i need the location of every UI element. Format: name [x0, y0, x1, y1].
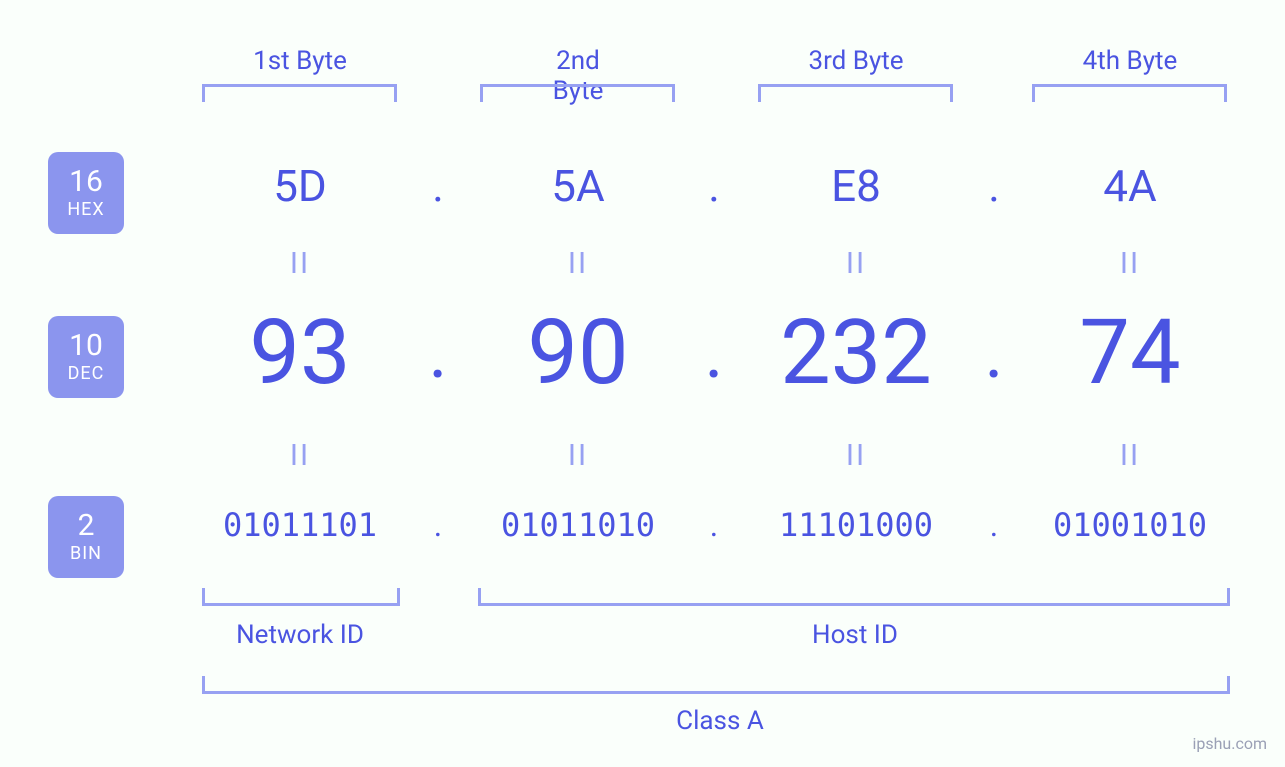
eq-2-2: II: [560, 438, 596, 473]
byte-bracket-1: [202, 84, 397, 102]
eq-1-3: II: [838, 246, 874, 281]
bin-sep-2: .: [704, 506, 724, 544]
badge-bin-lbl: BIN: [70, 545, 102, 563]
badge-dec: 10 DEC: [48, 316, 124, 398]
host-id-label: Host ID: [800, 620, 910, 650]
host-bracket: [478, 588, 1230, 606]
hex-sep-3: .: [984, 160, 1004, 212]
dec-sep-1: .: [418, 310, 458, 395]
byte-label-1: 1st Byte: [250, 46, 350, 76]
ip-breakdown-diagram: 1st Byte 2nd Byte 3rd Byte 4th Byte 16 H…: [0, 0, 1285, 767]
hex-byte-1: 5D: [250, 160, 350, 212]
byte-bracket-2: [480, 84, 675, 102]
badge-hex-num: 16: [69, 167, 103, 197]
class-bracket: [202, 676, 1230, 694]
dec-sep-2: .: [694, 310, 734, 395]
badge-hex: 16 HEX: [48, 152, 124, 234]
bin-byte-2: 01011010: [478, 506, 678, 544]
eq-2-3: II: [838, 438, 874, 473]
bin-sep-3: .: [984, 506, 1004, 544]
badge-dec-lbl: DEC: [68, 365, 105, 383]
hex-byte-2: 5A: [528, 160, 628, 212]
hex-byte-3: E8: [806, 160, 906, 212]
eq-2-4: II: [1112, 438, 1148, 473]
eq-1-1: II: [282, 246, 318, 281]
badge-bin: 2 BIN: [48, 496, 124, 578]
eq-1-4: II: [1112, 246, 1148, 281]
bin-sep-1: .: [428, 506, 448, 544]
badge-hex-lbl: HEX: [67, 201, 104, 219]
byte-bracket-4: [1032, 84, 1227, 102]
badge-bin-num: 2: [78, 511, 95, 541]
dec-byte-2: 90: [478, 300, 678, 405]
byte-label-4: 4th Byte: [1080, 46, 1180, 76]
dec-byte-1: 93: [200, 300, 400, 405]
hex-byte-4: 4A: [1080, 160, 1180, 212]
bin-byte-3: 11101000: [756, 506, 956, 544]
watermark: ipshu.com: [1192, 734, 1267, 753]
hex-sep-1: .: [428, 160, 448, 212]
hex-sep-2: .: [704, 160, 724, 212]
eq-2-1: II: [282, 438, 318, 473]
byte-label-3: 3rd Byte: [806, 46, 906, 76]
eq-1-2: II: [560, 246, 596, 281]
class-label: Class A: [670, 706, 770, 736]
dec-byte-3: 232: [756, 300, 956, 405]
byte-bracket-3: [758, 84, 953, 102]
dec-sep-3: .: [974, 310, 1014, 395]
network-id-label: Network ID: [220, 620, 380, 650]
dec-byte-4: 74: [1030, 300, 1230, 405]
network-bracket: [202, 588, 400, 606]
bin-byte-4: 01001010: [1030, 506, 1230, 544]
badge-dec-num: 10: [69, 331, 103, 361]
bin-byte-1: 01011101: [200, 506, 400, 544]
